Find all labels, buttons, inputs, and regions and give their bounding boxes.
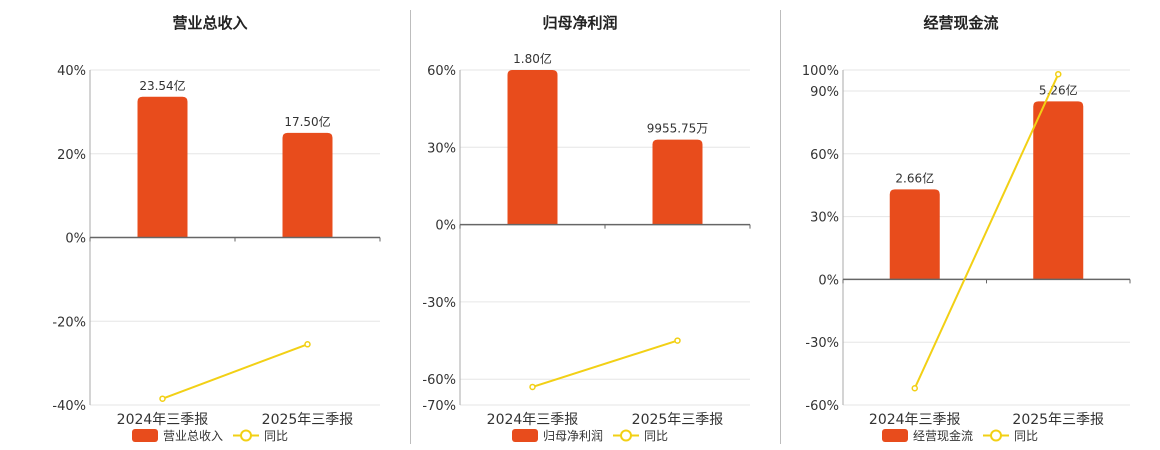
- bar-data-label: 5.26亿: [1039, 82, 1078, 97]
- chart-svg: 归母净利润 60% 30% 0% -30% -60% -70% 1.80亿 9955.75万 20…: [422, 14, 751, 443]
- legend-bar-swatch: [882, 429, 908, 442]
- bar-data-label: 23.54亿: [139, 78, 185, 93]
- legend-bar-label: 经营现金流: [913, 428, 973, 443]
- panel-divider: [780, 10, 781, 444]
- y-tick-label: 60%: [810, 148, 839, 163]
- y-tick-label: 0%: [818, 273, 839, 288]
- y-tick-label: -60%: [422, 373, 456, 388]
- category-label: 2024年三季报: [487, 412, 579, 428]
- bar-data-label: 1.80亿: [513, 51, 552, 66]
- net-profit-chart-panel: 归母净利润 60% 30% 0% -30% -60% -70% 1.80亿 9955.75万 20…: [380, 0, 780, 450]
- bar-data-label: 17.50亿: [284, 114, 330, 129]
- yoy-point: [1055, 70, 1062, 78]
- y-tick-label: 40%: [57, 64, 86, 79]
- yoy-point: [674, 337, 681, 344]
- legend-line-label: 同比: [1014, 429, 1038, 443]
- bar: [1033, 101, 1084, 280]
- category-label: 2024年三季报: [117, 412, 209, 428]
- category-label: 2025年三季报: [1012, 412, 1104, 428]
- chart-svg: 经营现金流 100% 90% 60% 30% 0% -30% -60% 2.66亿 5.26亿 20…: [802, 14, 1131, 443]
- chart-title: 经营现金流: [923, 14, 998, 32]
- y-tick-label: -30%: [422, 296, 456, 311]
- yoy-line: [913, 73, 1060, 389]
- y-tick-label: 60%: [427, 64, 456, 79]
- chart-title: 归母净利润: [542, 14, 617, 32]
- bar-data-label: 2.66亿: [895, 170, 934, 185]
- yoy-line: [532, 339, 678, 388]
- category-label: 2024年三季报: [869, 412, 961, 428]
- legend-bar-label: 归母净利润: [543, 429, 603, 443]
- yoy-point: [159, 395, 166, 402]
- y-tick-label: 20%: [57, 148, 86, 163]
- legend-line-marker: [620, 429, 632, 442]
- bar: [652, 139, 703, 225]
- y-tick-label: -40%: [52, 399, 86, 414]
- y-tick-label: 30%: [427, 141, 456, 156]
- revenue-chart-panel: 营业总收入 40% 20% 0% -20% -40% 23.54亿 17.50亿 2024年三季…: [0, 0, 400, 450]
- y-tick-label: 100%: [802, 64, 839, 79]
- y-tick-label: -30%: [805, 336, 839, 351]
- cash-flow-chart-panel: 经营现金流 100% 90% 60% 30% 0% -30% -60% 2.66亿 5.26亿 20…: [750, 0, 1150, 450]
- legend-bar-label: 营业总收入: [163, 429, 223, 443]
- category-label: 2025年三季报: [632, 412, 724, 428]
- bar: [137, 96, 188, 238]
- bar-data-label: 9955.75万: [647, 122, 709, 136]
- y-tick-label: 0%: [65, 232, 86, 247]
- yoy-line: [162, 343, 308, 400]
- legend-bar-swatch: [132, 429, 158, 442]
- legend-line-marker: [990, 429, 1002, 442]
- y-tick-label: -20%: [52, 315, 86, 330]
- category-label: 2025年三季报: [262, 412, 354, 428]
- chart-svg: 营业总收入 40% 20% 0% -20% -40% 23.54亿 17.50亿 2024年三季…: [52, 14, 381, 443]
- panel-divider: [410, 10, 411, 444]
- yoy-point: [911, 385, 918, 392]
- yoy-point: [304, 341, 311, 348]
- legend-line-label: 同比: [264, 429, 288, 443]
- bar: [507, 70, 558, 225]
- yoy-point: [529, 383, 536, 391]
- y-tick-label: -70%: [422, 399, 456, 414]
- y-tick-label: 30%: [810, 211, 839, 226]
- legend-line-label: 同比: [644, 429, 668, 443]
- legend-line-marker: [240, 429, 252, 442]
- y-tick-label: 0%: [435, 219, 456, 234]
- chart-title: 营业总收入: [172, 14, 247, 32]
- legend-bar-swatch: [512, 429, 538, 442]
- bar: [282, 132, 333, 238]
- y-tick-label: 90%: [810, 85, 839, 100]
- bar: [889, 189, 940, 280]
- y-tick-label: -60%: [805, 399, 839, 414]
